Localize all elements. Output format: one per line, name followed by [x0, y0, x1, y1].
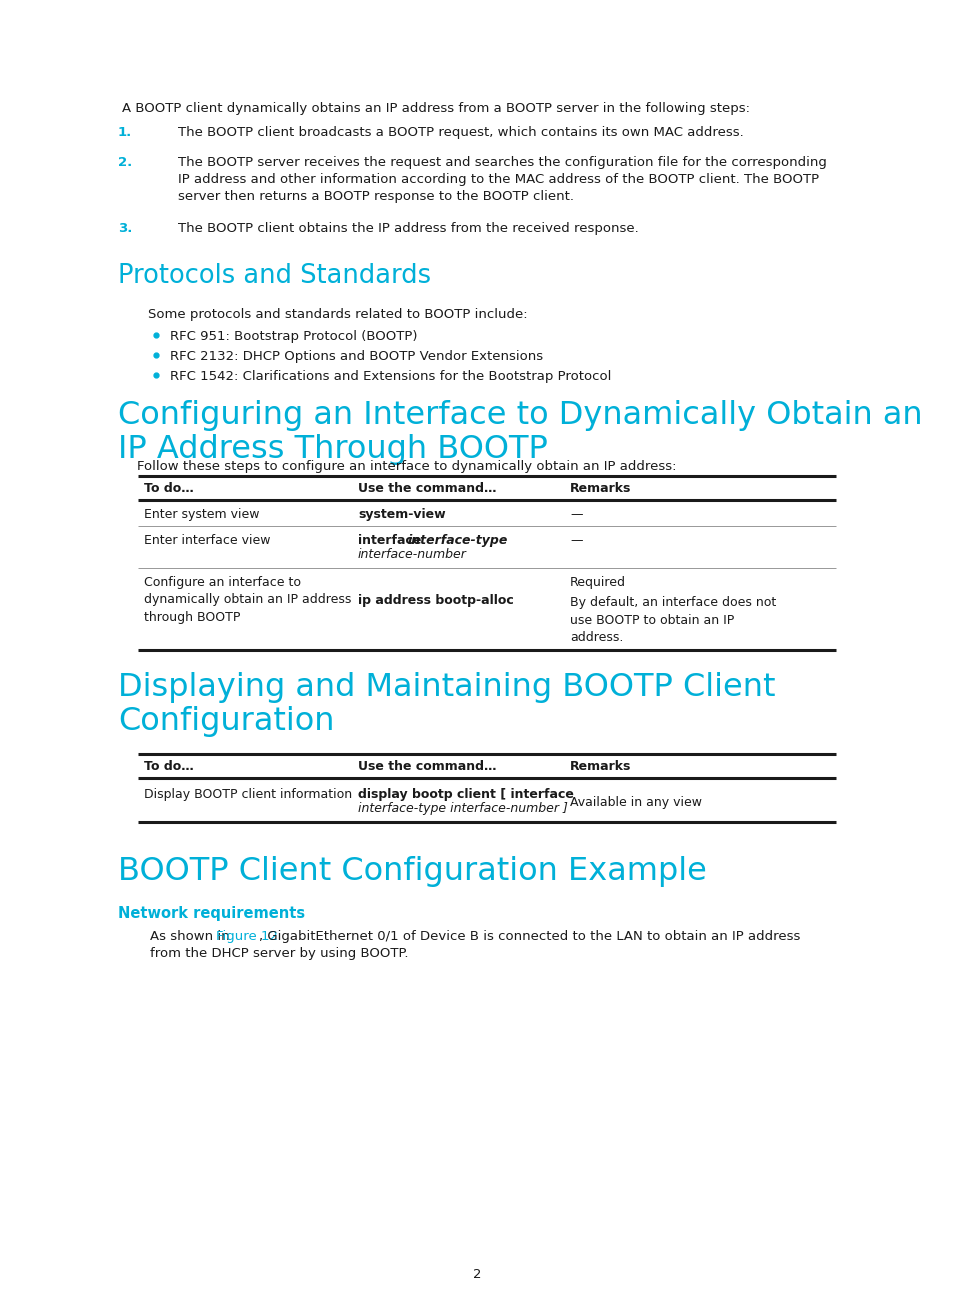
Text: Enter system view: Enter system view	[144, 509, 259, 521]
Text: interface-type: interface-type	[408, 534, 508, 547]
Text: A BOOTP client dynamically obtains an IP address from a BOOTP server in the foll: A BOOTP client dynamically obtains an IP…	[122, 102, 749, 115]
Text: interface-type interface-number ]: interface-type interface-number ]	[357, 802, 567, 815]
Text: To do…: To do…	[144, 481, 193, 496]
Text: system-view: system-view	[357, 509, 445, 521]
Text: Follow these steps to configure an interface to dynamically obtain an IP address: Follow these steps to configure an inter…	[137, 459, 676, 474]
Text: display bootp client [ interface: display bootp client [ interface	[357, 788, 574, 801]
Text: To do…: To do…	[144, 760, 193, 773]
Text: , GigabitEthernet 0/1 of Device B is connected to the LAN to obtain an IP addres: , GigabitEthernet 0/1 of Device B is con…	[258, 930, 800, 943]
Text: interface: interface	[357, 534, 425, 547]
Text: Display BOOTP client information: Display BOOTP client information	[144, 788, 352, 801]
Text: Some protocols and standards related to BOOTP include:: Some protocols and standards related to …	[148, 308, 527, 321]
Text: The BOOTP client obtains the IP address from the received response.: The BOOTP client obtains the IP address …	[178, 223, 639, 236]
Text: RFC 2132: DHCP Options and BOOTP Vendor Extensions: RFC 2132: DHCP Options and BOOTP Vendor …	[170, 349, 542, 364]
Text: BOOTP Client Configuration Example: BOOTP Client Configuration Example	[118, 857, 706, 886]
Text: —: —	[569, 534, 582, 547]
Text: from the DHCP server by using BOOTP.: from the DHCP server by using BOOTP.	[150, 947, 408, 960]
Text: Configuration: Configuration	[118, 707, 335, 738]
Text: Configuring an Interface to Dynamically Obtain an: Configuring an Interface to Dynamically …	[118, 400, 922, 431]
Text: Remarks: Remarks	[569, 760, 631, 773]
Text: 1.: 1.	[118, 126, 132, 138]
Text: RFC 1542: Clarifications and Extensions for the Bootstrap Protocol: RFC 1542: Clarifications and Extensions …	[170, 370, 611, 383]
Text: Figure 12: Figure 12	[215, 930, 277, 943]
Text: 3.: 3.	[118, 223, 132, 236]
Text: Displaying and Maintaining BOOTP Client: Displaying and Maintaining BOOTP Client	[118, 672, 775, 703]
Text: interface-number: interface-number	[357, 547, 466, 562]
Text: Network requirements: Network requirements	[118, 906, 305, 921]
Text: The BOOTP client broadcasts a BOOTP request, which contains its own MAC address.: The BOOTP client broadcasts a BOOTP requ…	[178, 126, 743, 138]
Text: The BOOTP server receives the request and searches the configuration file for th: The BOOTP server receives the request an…	[178, 157, 826, 203]
Text: Enter interface view: Enter interface view	[144, 534, 271, 547]
Text: Use the command…: Use the command…	[357, 760, 496, 773]
Text: By default, an interface does not
use BOOTP to obtain an IP
address.: By default, an interface does not use BO…	[569, 597, 776, 644]
Text: Available in any view: Available in any view	[569, 796, 701, 809]
Text: ip address bootp-alloc: ip address bootp-alloc	[357, 594, 514, 607]
Text: Required: Required	[569, 576, 625, 589]
Text: Remarks: Remarks	[569, 481, 631, 496]
Text: —: —	[569, 509, 582, 521]
Text: Protocols and Standards: Protocols and Standards	[118, 263, 431, 289]
Text: Configure an interface to
dynamically obtain an IP address
through BOOTP: Configure an interface to dynamically ob…	[144, 576, 351, 624]
Text: RFC 951: Bootstrap Protocol (BOOTP): RFC 951: Bootstrap Protocol (BOOTP)	[170, 330, 417, 343]
Text: 2: 2	[473, 1268, 480, 1281]
Text: 2.: 2.	[118, 157, 132, 170]
Text: As shown in: As shown in	[150, 930, 233, 943]
Text: Use the command…: Use the command…	[357, 481, 496, 496]
Text: IP Address Through BOOTP: IP Address Through BOOTP	[118, 433, 547, 465]
